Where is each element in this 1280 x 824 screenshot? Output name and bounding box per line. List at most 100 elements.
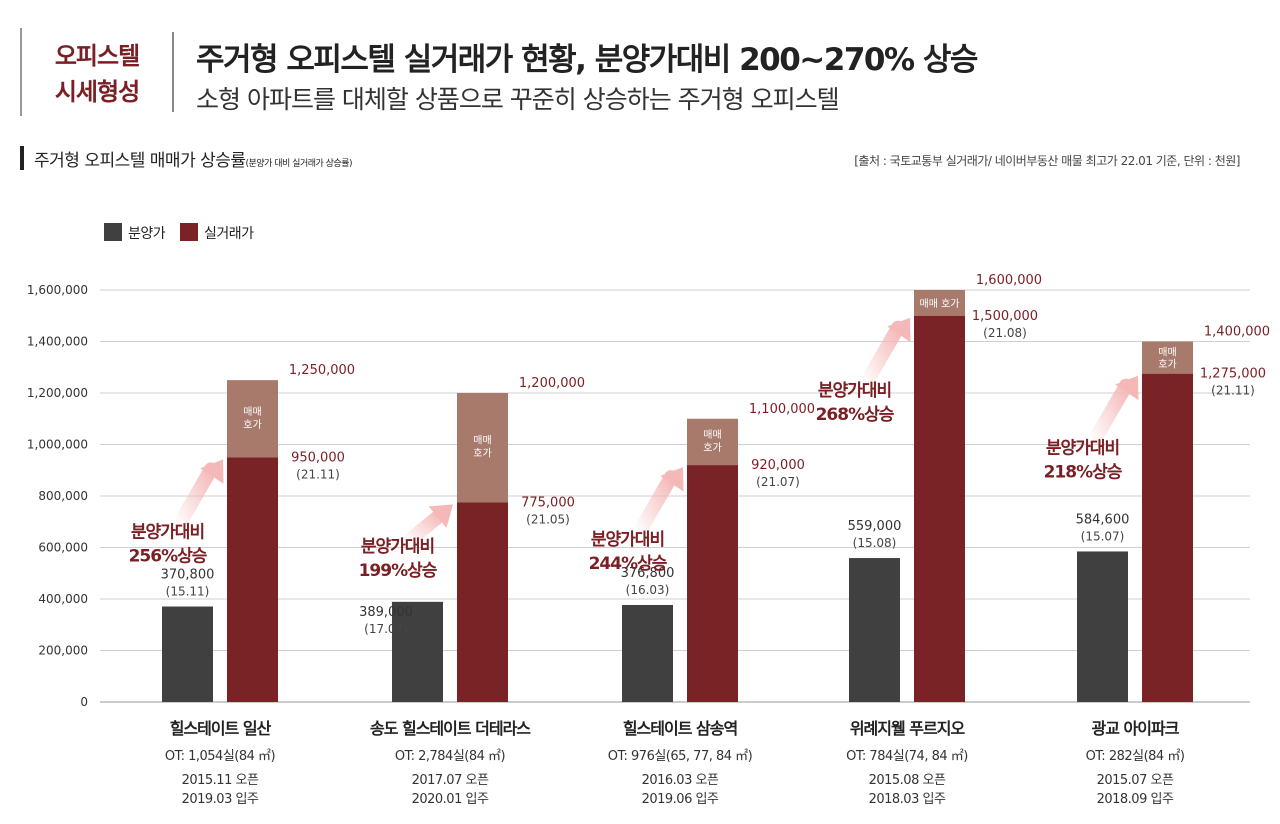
bar-presale <box>1077 551 1128 702</box>
rise-annotation-line1: 분양가대비 <box>591 530 664 550</box>
category-open-date: 2015.08 오픈 <box>869 773 946 788</box>
legend-label-actual: 실거래가 <box>204 226 254 242</box>
category-units: OT: 2,784실(84 ㎡) <box>395 749 505 764</box>
actual-value-label: 775,000 <box>521 495 575 510</box>
rise-annotation-line2: 244%상승 <box>589 554 668 574</box>
rise-annotation-line2: 256%상승 <box>129 546 208 566</box>
category-open-date: 2017.07 오픈 <box>412 773 489 788</box>
rise-arrow-head <box>200 459 224 484</box>
rise-arrow-shaft <box>170 462 218 535</box>
actual-date-label: (21.08) <box>983 326 1027 340</box>
asking-label-line: 매매 호가 <box>920 298 960 310</box>
rise-annotation-line1: 분양가대비 <box>131 522 204 542</box>
page-subtitle: 소형 아파트를 대체할 상품으로 꾸준히 상승하는 주거형 오피스텔 <box>196 85 840 114</box>
rise-annotation-line2: 268%상승 <box>816 405 895 425</box>
y-tick-label: 400,000 <box>38 592 88 606</box>
presale-date-label: (16.03) <box>626 583 670 597</box>
bar-asking-segment <box>687 418 738 466</box>
legend-label-presale: 분양가 <box>128 226 166 242</box>
category-name: 송도 힐스테이트 더테라스 <box>370 719 531 738</box>
y-tick-label: 1,200,000 <box>27 386 88 400</box>
source-note: [출처 : 국토교통부 실거래가/ 네이버부동산 매물 최고가 22.01 기준… <box>854 154 1240 168</box>
asking-label-line: 매매 <box>243 406 261 418</box>
actual-date-label: (21.07) <box>756 475 800 489</box>
bar-presale <box>622 604 673 702</box>
y-tick-label: 1,400,000 <box>27 335 88 349</box>
y-tick-label: 600,000 <box>38 541 88 555</box>
category-open-date: 2015.11 오픈 <box>182 773 259 788</box>
actual-value-label: 950,000 <box>291 450 345 465</box>
presale-value-label: 389,000 <box>359 605 413 620</box>
bar-presale <box>162 606 213 702</box>
rise-arrow-head <box>660 467 684 492</box>
rise-annotation-line2: 199%상승 <box>359 561 438 581</box>
bar-presale <box>392 601 443 702</box>
asking-label-line: 매매 <box>703 429 721 441</box>
asking-label-line: 호가 <box>243 419 261 431</box>
header-divider <box>172 32 174 112</box>
section-title-text: 주거형 오피스텔 매매가 상승률 <box>34 151 246 171</box>
actual-value-label: 1,275,000 <box>1200 367 1266 382</box>
section-title: 주거형 오피스텔 매매가 상승률(분양가 대비 실거래가 상승률) <box>34 146 353 171</box>
asking-value-label: 1,100,000 <box>749 402 815 417</box>
category-open-date: 2016.03 오픈 <box>642 773 719 788</box>
asking-value-label: 1,250,000 <box>289 363 355 378</box>
rise-annotation-line1: 분양가대비 <box>361 537 434 557</box>
category-name: 힐스테이트 삼송역 <box>623 719 738 738</box>
presale-date-label: (15.07) <box>1081 529 1125 543</box>
asking-label-line: 호가 <box>473 448 491 460</box>
category-name: 힐스테이트 일산 <box>170 719 272 738</box>
rise-arrow-head <box>428 504 453 528</box>
category-units: OT: 976실(65, 77, 84 ㎡) <box>608 749 752 764</box>
rise-annotation-line1: 분양가대비 <box>1046 439 1119 459</box>
y-tick-label: 800,000 <box>38 489 88 503</box>
rise-annotation-line2: 218%상승 <box>1044 463 1123 483</box>
category-name: 위례지웰 푸르지오 <box>850 719 966 738</box>
category-units: OT: 1,054실(84 ㎡) <box>165 749 275 764</box>
rise-arrow-head <box>1115 375 1139 401</box>
category-units: OT: 784실(74, 84 ㎡) <box>846 749 968 764</box>
y-tick-label: 200,000 <box>38 644 88 658</box>
asking-value-label: 1,200,000 <box>519 376 585 391</box>
asking-label-line: 호가 <box>1158 359 1176 371</box>
bar-presale <box>849 558 900 702</box>
y-tick-label: 1,000,000 <box>27 438 88 452</box>
actual-date-label: (21.11) <box>1211 384 1255 398</box>
rise-arrow-shaft <box>1085 378 1133 451</box>
category-move-in-date: 2019.06 입주 <box>642 792 719 807</box>
rise-annotation-line1: 분양가대비 <box>818 381 891 401</box>
bar-asking-segment <box>227 380 278 458</box>
bar-asking-segment <box>1142 341 1193 374</box>
legend-swatch-actual <box>180 223 198 241</box>
bar-asking-segment <box>914 290 965 316</box>
asking-label-line: 매매 <box>1158 347 1176 359</box>
y-tick-label: 1,600,000 <box>27 283 88 297</box>
asking-value-label: 1,600,000 <box>976 273 1042 288</box>
bar-actual <box>1142 373 1193 702</box>
category-move-in-date: 2018.09 입주 <box>1097 792 1174 807</box>
page-title: 주거형 오피스텔 실거래가 현황, 분양가대비 200~270% 상승 <box>196 42 978 78</box>
section-note: (분양가 대비 실거래가 상승률) <box>245 159 353 169</box>
category-name: 광교 아이파크 <box>1092 719 1180 738</box>
bar-asking-segment <box>457 393 508 503</box>
presale-date-label: (15.11) <box>166 585 210 599</box>
presale-value-label: 376,800 <box>621 566 675 581</box>
category-open-date: 2015.07 오픈 <box>1097 773 1174 788</box>
header: 오피스텔 시세형성 주거형 오피스텔 실거래가 현황, 분양가대비 200~27… <box>20 28 1260 118</box>
legend-swatch-presale <box>104 223 122 241</box>
asking-label-line: 호가 <box>703 442 721 454</box>
actual-value-label: 1,500,000 <box>972 309 1038 324</box>
rise-arrow-shaft <box>400 507 448 549</box>
section-marker <box>20 146 24 170</box>
rise-arrow-shaft <box>630 470 678 543</box>
bar-actual <box>914 315 965 702</box>
rise-arrow-shaft <box>857 320 905 393</box>
tag-line-1: 오피스텔 <box>54 42 140 70</box>
category-move-in-date: 2020.01 입주 <box>412 792 489 807</box>
asking-label-line: 매매 <box>473 435 491 447</box>
tag-box: 오피스텔 시세형성 <box>20 28 170 116</box>
presale-date-label: (15.08) <box>853 536 897 550</box>
actual-value-label: 920,000 <box>751 458 805 473</box>
tag-line-2: 시세형성 <box>54 78 140 106</box>
y-tick-label: 0 <box>80 695 88 709</box>
